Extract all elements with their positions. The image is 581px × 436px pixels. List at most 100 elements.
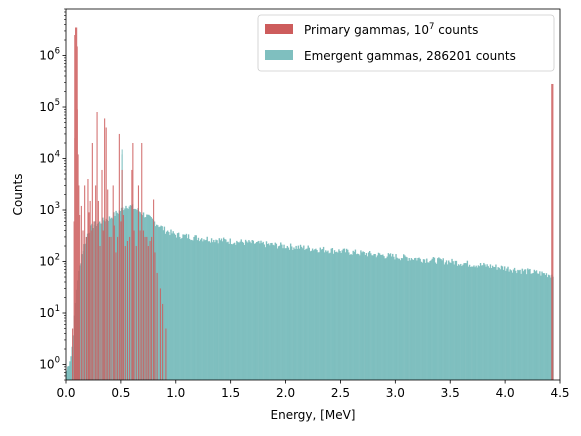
emergent-bar xyxy=(179,236,181,380)
emergent-bar xyxy=(434,262,437,380)
emergent-bar xyxy=(543,273,545,380)
primary-bar xyxy=(135,245,137,380)
emergent-bar xyxy=(419,258,421,380)
emergent-bar xyxy=(368,251,371,380)
emergent-bar xyxy=(424,262,427,380)
emergent-bar xyxy=(216,240,218,380)
emergent-bar xyxy=(538,273,540,380)
emergent-bar xyxy=(448,260,450,380)
emergent-bar xyxy=(233,242,236,380)
emergent-bar xyxy=(456,265,459,380)
emergent-bar xyxy=(194,235,196,380)
emergent-bar xyxy=(308,247,311,380)
emergent-bar xyxy=(305,248,307,380)
emergent-bar xyxy=(532,272,534,380)
y-axis-label: Counts xyxy=(11,174,25,216)
y-tick-label: 100 xyxy=(39,355,60,371)
emergent-bar xyxy=(280,242,282,380)
emergent-bar xyxy=(473,265,475,380)
emergent-bar xyxy=(479,263,482,380)
emergent-bar xyxy=(518,270,520,380)
y-tick-exponent: 4 xyxy=(55,150,60,160)
emergent-bar xyxy=(462,264,464,380)
emergent-bar xyxy=(426,258,428,380)
emergent-bar xyxy=(477,265,480,380)
emergent-bar xyxy=(217,243,219,380)
emergent-bar xyxy=(409,260,412,380)
emergent-bar xyxy=(487,266,489,380)
emergent-bar xyxy=(318,252,320,380)
emergent-bar xyxy=(244,239,247,380)
emergent-bar xyxy=(331,248,334,380)
emergent-bar xyxy=(351,254,353,380)
emergent-bar xyxy=(195,235,197,380)
emergent-bar xyxy=(457,264,460,380)
emergent-bar xyxy=(549,275,551,380)
primary-bar xyxy=(88,212,90,380)
emergent-bar xyxy=(259,243,261,380)
emergent-bar xyxy=(262,241,264,380)
emergent-bar xyxy=(483,262,485,380)
primary-bar xyxy=(93,221,95,380)
emergent-bar xyxy=(466,260,469,380)
x-tick-label: 4.0 xyxy=(496,386,515,400)
x-tick-label: 2.5 xyxy=(331,386,350,400)
emergent-bar xyxy=(367,252,370,380)
emergent-bar xyxy=(480,265,483,380)
primary-bar xyxy=(551,83,554,380)
emergent-bar xyxy=(486,264,488,380)
emergent-bar xyxy=(524,269,527,380)
emergent-bar xyxy=(353,251,356,380)
emergent-bar xyxy=(177,232,180,380)
emergent-bar xyxy=(504,266,506,380)
emergent-bar xyxy=(236,240,238,380)
emergent-bar xyxy=(326,251,328,380)
emergent-bar xyxy=(442,258,444,380)
emergent-bar xyxy=(469,266,472,380)
emergent-bar xyxy=(174,234,177,380)
emergent-bar xyxy=(172,231,174,380)
emergent-bar xyxy=(546,277,549,380)
emergent-bar xyxy=(445,260,448,380)
emergent-bar xyxy=(461,266,463,380)
emergent-bar xyxy=(507,266,509,380)
emergent-bar xyxy=(388,254,391,380)
emergent-bar xyxy=(166,230,169,380)
emergent-bar xyxy=(327,250,329,380)
emergent-bar xyxy=(287,247,290,380)
emergent-bar xyxy=(333,250,336,380)
x-tick-label: 1.5 xyxy=(221,386,240,400)
primary-bar xyxy=(113,225,115,380)
emergent-bar xyxy=(429,261,431,380)
emergent-bar xyxy=(243,244,246,380)
emergent-bar xyxy=(488,267,491,380)
emergent-bar xyxy=(439,258,441,380)
emergent-bar xyxy=(405,256,407,380)
emergent-bar xyxy=(472,266,474,380)
emergent-bar xyxy=(432,257,435,380)
emergent-bar xyxy=(84,243,87,380)
emergent-bar xyxy=(90,225,92,380)
emergent-bar xyxy=(516,273,518,380)
primary-bar xyxy=(147,245,149,380)
emergent-bar xyxy=(490,268,493,380)
emergent-bar xyxy=(395,254,397,380)
emergent-bar xyxy=(413,258,416,380)
emergent-bar xyxy=(314,249,316,380)
emergent-bar xyxy=(420,261,422,380)
emergent-bar xyxy=(358,254,360,380)
primary-bar xyxy=(89,200,91,380)
emergent-bar xyxy=(136,210,138,380)
emergent-bar xyxy=(342,248,345,380)
emergent-bar xyxy=(207,241,210,380)
emergent-bar xyxy=(366,256,369,380)
emergent-bar xyxy=(284,248,286,380)
emergent-bar xyxy=(441,260,443,380)
legend-label-primary: Primary gammas, 107 counts xyxy=(304,22,478,37)
emergent-bar xyxy=(443,264,446,380)
emergent-bar xyxy=(138,211,140,380)
emergent-bar xyxy=(495,264,497,380)
emergent-bar xyxy=(404,255,406,380)
emergent-bar xyxy=(514,270,517,380)
primary-bar xyxy=(96,111,98,380)
